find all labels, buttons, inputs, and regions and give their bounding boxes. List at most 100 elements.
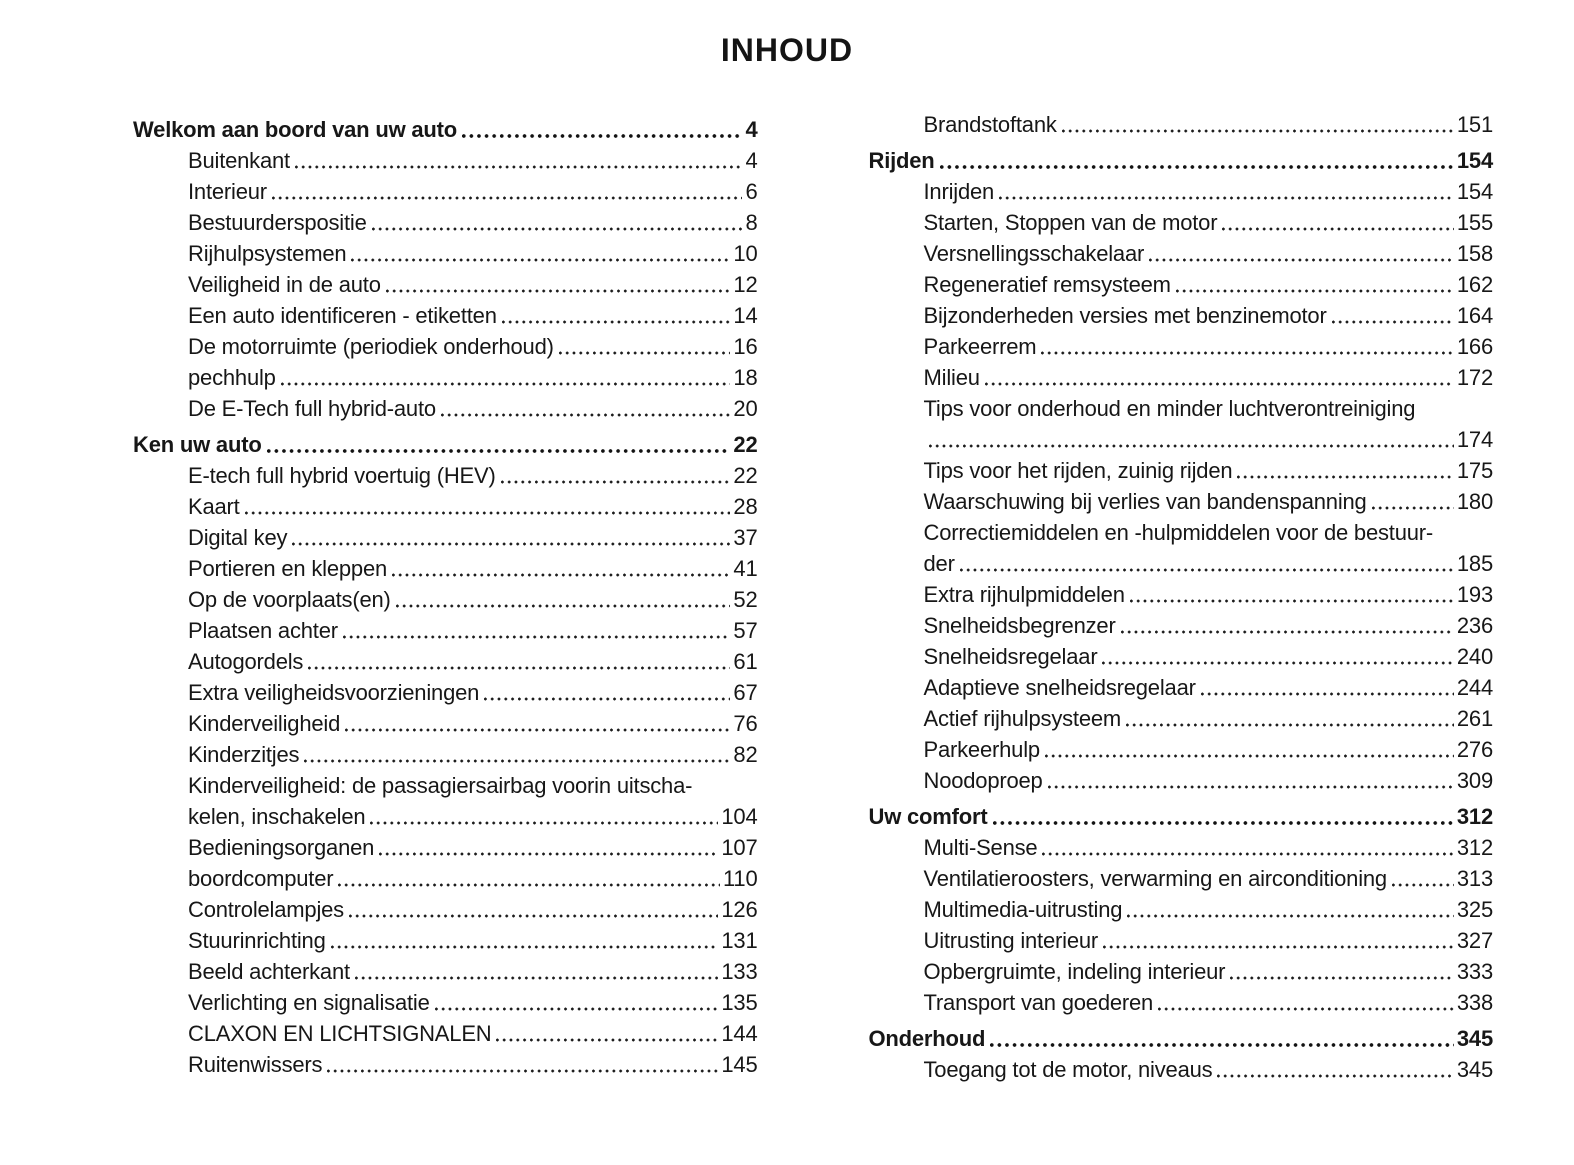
toc-entry-label: Controlelampjes xyxy=(188,897,344,922)
leader-dots xyxy=(294,165,743,169)
toc-entry-label: Buitenkant xyxy=(188,148,290,173)
leader-dots xyxy=(1175,289,1454,293)
toc-entry-label: Ventilatieroosters, verwarming en aircon… xyxy=(923,866,1388,891)
toc-entry: Controlelampjes 126 xyxy=(133,892,758,923)
toc-column-right: Brandstoftank 151 Rijden 154 Inrijden 154 Star… xyxy=(869,107,1494,1083)
toc-entry-label: Kinderzitjes xyxy=(188,742,300,767)
leader-dots xyxy=(395,604,731,608)
toc-entry-label: Kaart xyxy=(188,494,240,519)
toc-entry-label: der xyxy=(923,551,955,576)
leader-dots xyxy=(500,480,731,484)
leader-dots xyxy=(1222,227,1454,231)
toc-section-entry: Welkom aan boord van uw auto 4 xyxy=(133,112,758,143)
toc-entry: Extra veiligheidsvoorzieningen 67 xyxy=(133,675,758,706)
toc-page-number: 333 xyxy=(1456,959,1493,984)
toc-entry: Tips voor onderhoud en minder luchtveron… xyxy=(869,391,1494,453)
toc-page-number: 276 xyxy=(1456,737,1493,762)
toc-entry: Bedieningsorganen 107 xyxy=(133,830,758,861)
leader-dots xyxy=(990,1043,1454,1047)
toc-page-number: 41 xyxy=(733,556,758,581)
toc-entry: Parkeerhulp 276 xyxy=(869,732,1494,763)
toc-entry: Interieur 6 xyxy=(133,174,758,205)
leader-dots xyxy=(1047,785,1454,789)
toc-page-number: 14 xyxy=(733,303,758,328)
leader-dots xyxy=(928,444,1454,448)
toc-page-number: 166 xyxy=(1456,334,1493,359)
toc-page-number: 154 xyxy=(1456,179,1493,204)
toc-entry: Multimedia-uitrusting 325 xyxy=(869,892,1494,923)
toc-entry: Verlichting en signalisatie 135 xyxy=(133,985,758,1016)
toc-page-number: 240 xyxy=(1456,644,1493,669)
toc-entry-label: Rijden xyxy=(868,148,935,173)
toc-entry: Kinderveiligheid 76 xyxy=(133,706,758,737)
toc-entry: Digital key 37 xyxy=(133,520,758,551)
toc-entry-label: Extra veiligheidsvoorzieningen xyxy=(188,680,480,705)
toc-entry-label: Digital key xyxy=(188,525,288,550)
toc-entry: Rijhulpsystemen 10 xyxy=(133,236,758,267)
leader-dots xyxy=(271,196,743,200)
toc-entry: Actief rijhulpsysteem 261 xyxy=(869,701,1494,732)
toc-entry: Versnellingsschakelaar 158 xyxy=(869,236,1494,267)
leader-dots xyxy=(244,511,731,515)
toc-page-number: 8 xyxy=(745,210,758,235)
page-title: INHOUD xyxy=(720,32,854,68)
leader-dots xyxy=(392,573,731,577)
toc-entry-label: Ruitenwissers xyxy=(188,1052,323,1077)
toc-page-number: 309 xyxy=(1456,768,1493,793)
toc-page-number: 261 xyxy=(1456,706,1493,731)
leader-dots xyxy=(345,728,731,732)
toc-entry: boordcomputer 110 xyxy=(133,861,758,892)
toc-page-number: 82 xyxy=(733,742,758,767)
toc-page-number: 151 xyxy=(1456,112,1493,137)
toc-entry: Correctiemiddelen en -hulpmiddelen voor … xyxy=(869,515,1494,577)
toc-entry: Beeld achterkant 133 xyxy=(133,954,758,985)
toc-entry-label: Beeld achterkant xyxy=(188,959,350,984)
leader-dots xyxy=(338,883,721,887)
toc-entry-label: Extra rijhulpmiddelen xyxy=(923,582,1125,607)
toc-page-number: 313 xyxy=(1456,866,1493,891)
toc-entry-label: Autogordels xyxy=(188,649,304,674)
toc-entry: pechhulp 18 xyxy=(133,360,758,391)
toc-entry-label: Op de voorplaats(en) xyxy=(188,587,391,612)
toc-entry-label: Parkeerrem xyxy=(923,334,1037,359)
leader-dots xyxy=(1371,506,1454,510)
toc-entry-label: Kinderveiligheid xyxy=(188,711,341,736)
leader-dots xyxy=(266,449,731,453)
toc-page-number: 20 xyxy=(733,396,758,421)
leader-dots xyxy=(1200,692,1454,696)
toc-entry-label: Opbergruimte, indeling interieur xyxy=(923,959,1226,984)
toc-entry: Tips voor het rijden, zuinig rijden 175 xyxy=(869,453,1494,484)
toc-entry: Snelheidsregelaar 240 xyxy=(869,639,1494,670)
toc-entry-label: Adaptieve snelheidsregelaar xyxy=(923,675,1196,700)
toc-entry-label: Bestuurderspositie xyxy=(188,210,367,235)
toc-section-entry: Onderhoud 345 xyxy=(869,1021,1494,1052)
toc-page-number: 155 xyxy=(1456,210,1493,235)
leader-dots xyxy=(1391,883,1454,887)
toc-page-number: 135 xyxy=(721,990,758,1015)
leader-dots xyxy=(1061,129,1454,133)
toc-entry-label: De E-Tech full hybrid-auto xyxy=(188,396,436,421)
toc-entry: Starten, Stoppen van de motor 155 xyxy=(869,205,1494,236)
toc-page-number: 193 xyxy=(1456,582,1493,607)
toc-page-number: 22 xyxy=(733,432,758,457)
leader-dots xyxy=(304,759,731,763)
toc-columns: Welkom aan boord van uw auto 4 Buitenkant 4… xyxy=(0,66,1574,1083)
leader-dots xyxy=(379,852,719,856)
leader-dots xyxy=(1102,661,1454,665)
leader-dots xyxy=(462,134,743,138)
toc-entry-label: kelen, inschakelen xyxy=(188,804,366,829)
leader-dots xyxy=(434,1007,719,1011)
leader-dots xyxy=(501,320,731,324)
toc-page-number: 110 xyxy=(723,866,758,891)
leader-dots xyxy=(1230,976,1454,980)
leader-dots xyxy=(496,1038,719,1042)
toc-entry-label: Tips voor onderhoud en minder luchtveron… xyxy=(923,396,1416,421)
toc-entry: Waarschuwing bij verlies van bandenspann… xyxy=(869,484,1494,515)
toc-entry-label: Multimedia-uitrusting xyxy=(923,897,1123,922)
toc-page-number: 61 xyxy=(733,649,758,674)
toc-page-number: 154 xyxy=(1456,148,1493,173)
toc-entry-label: pechhulp xyxy=(188,365,276,390)
leader-dots xyxy=(558,351,731,355)
toc-page-number: 57 xyxy=(733,618,758,643)
toc-entry: Milieu 172 xyxy=(869,360,1494,391)
